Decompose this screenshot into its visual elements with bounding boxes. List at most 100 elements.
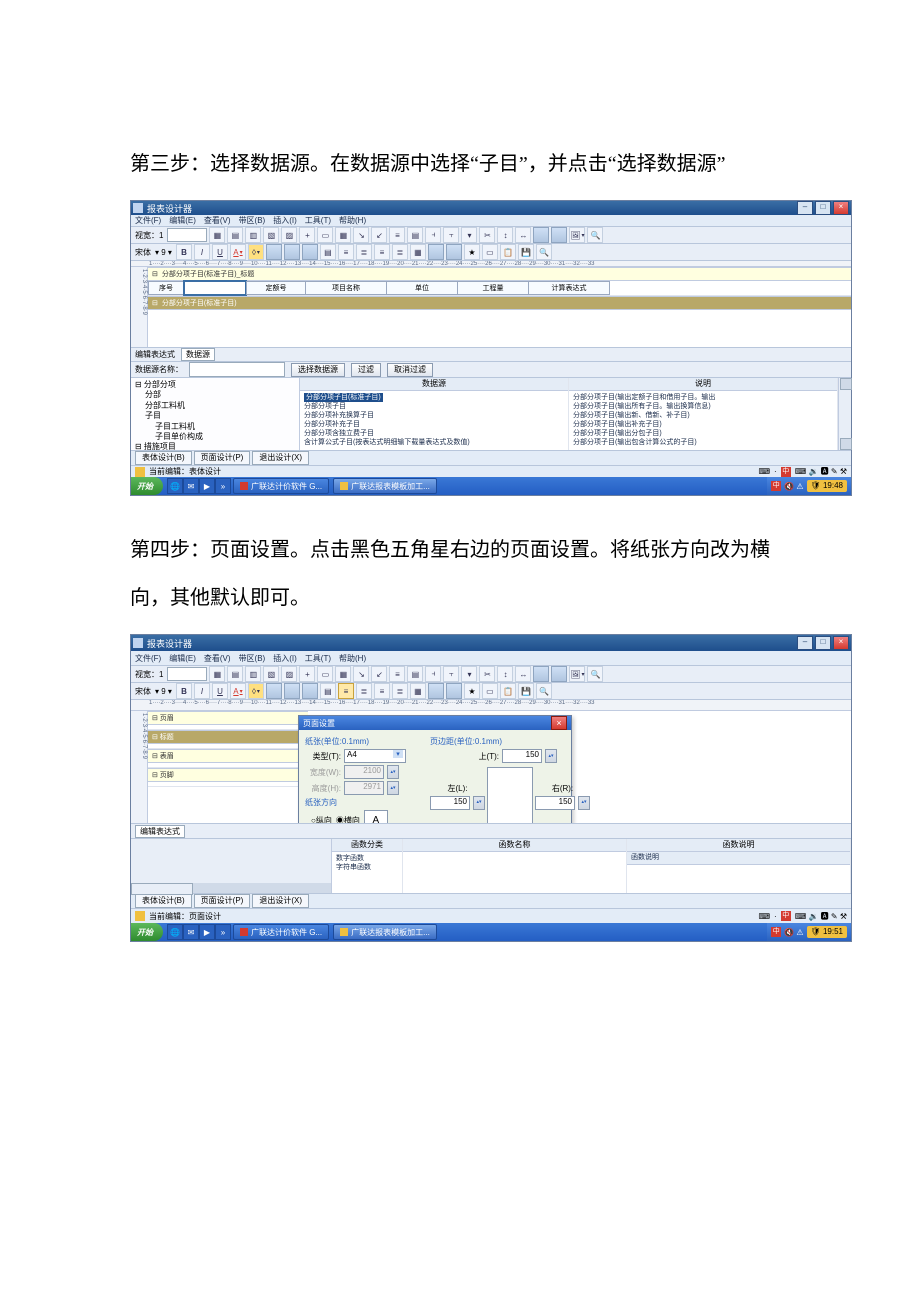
menu-view[interactable]: 查看(V) [204,653,231,664]
tb-btn[interactable]: ▧ [263,666,279,682]
ds-name-input[interactable] [189,362,285,377]
tb-btn[interactable]: ⫟ [443,666,459,682]
tb-btn[interactable]: 🔍 [536,244,552,260]
font-size[interactable]: ▾ 9 ▾ [155,687,172,696]
tb-btn[interactable]: ▦ [209,666,225,682]
function-left-pane[interactable] [131,839,332,893]
ime-icons[interactable]: ⌨ 🔉 🅰 ✎ ⚒ [795,466,847,477]
tree-item[interactable]: 分部工料机 [135,401,295,411]
tb-btn[interactable]: ▥ [245,227,261,243]
tb-btn[interactable] [551,666,567,682]
system-tray[interactable]: 中 🔇 ⚠ 🛡 19:48 [767,477,851,495]
italic-button[interactable]: I [194,683,210,699]
ds-item[interactable]: 含计算公式子目(按表达式明细输下载量表达式及数值) [304,438,564,447]
italic-button[interactable]: I [194,244,210,260]
tb-btn[interactable] [302,244,318,260]
ds-item[interactable]: 分部分项子目(标准子目) [304,393,564,402]
tray-icons[interactable]: 🔇 ⚠ [784,928,803,937]
menu-edit[interactable]: 编辑(E) [169,653,196,664]
preview-icon[interactable]: 🔍 [587,666,603,682]
tb-btn[interactable]: ▤ [407,666,423,682]
tb-btn[interactable] [266,244,282,260]
datasource-tree[interactable]: ⊟ 分部分项分部分部工料机子目子目工料机子目单价构成⊟ 措施项目措施标题措施 [131,378,300,450]
tb-btn[interactable]: ▾ [461,227,477,243]
tb-btn[interactable]: ✂ [479,227,495,243]
font-name[interactable]: 宋体 [135,686,151,697]
titlebar[interactable]: 报表设计器 – □ × [131,635,851,651]
minimize-button[interactable]: – [797,636,813,650]
design-canvas[interactable]: ⊟ 分部分项子目(标准子目)_标题 序号定额号项目名称单位工程量计算表达式 ⊟ … [148,267,851,347]
minimize-button[interactable]: – [797,201,813,215]
close-button[interactable]: × [833,636,849,650]
tb-btn[interactable]: ↙ [371,666,387,682]
insert-image-icon[interactable]: 🖼 [569,227,585,243]
tb-btn[interactable]: + [299,227,315,243]
tb-btn[interactable]: ≡ [389,227,405,243]
tray-ime-icon[interactable]: 中 [771,927,781,937]
tb-btn[interactable]: 💾 [518,683,534,699]
zoom-combo[interactable] [167,228,207,242]
band-header-detail[interactable]: ⊟ 分部分项子目(标准子目) [148,296,851,310]
tab-page-design[interactable]: 页面设计(P) [194,894,251,908]
band-title[interactable]: ⊟ 标题 [148,730,308,744]
align-left-button[interactable]: ≡ [338,244,354,260]
scrollbar[interactable] [838,378,851,450]
tb-btn[interactable]: ▾ [461,666,477,682]
quick-launch-icon[interactable]: ✉ [183,924,199,940]
tb-btn[interactable] [266,683,282,699]
ds-col-name-body[interactable]: 分部分项子目(标准子目)分部分项子目分部分项补充换算子目分部分项补充子目分部分项… [300,391,568,450]
lang-bar-icon[interactable]: ⌨ [759,912,771,921]
margin-top-input[interactable]: 150 [502,749,542,763]
ds-item[interactable]: 分部分项含独立费子目 [304,429,564,438]
tray-clock[interactable]: 🛡 19:51 [807,926,847,938]
task-item-2[interactable]: 广联达报表模板加工... [333,924,437,940]
tb-btn[interactable]: ↕ [497,666,513,682]
tb-btn[interactable] [533,227,549,243]
tb-btn[interactable] [302,683,318,699]
margin-left-input[interactable]: 150 [430,796,470,810]
tb-btn[interactable]: ⫟ [443,227,459,243]
tray-ime-icon[interactable]: 中 [771,481,781,491]
menu-insert[interactable]: 插入(I) [273,215,297,226]
col-seq[interactable]: 序号 [148,281,184,295]
tb-btn[interactable] [428,244,444,260]
tree-item[interactable]: 子目单价构成 [135,432,295,442]
bold-button[interactable]: B [176,683,192,699]
tb-btn[interactable]: ▦ [410,683,426,699]
tab-body-design[interactable]: 表体设计(B) [135,451,192,465]
task-item-1[interactable]: 广联达计价软件 G... [233,478,329,494]
star-button[interactable]: ★ [464,244,480,260]
align-right-button[interactable]: ≡ [374,683,390,699]
tb-btn[interactable]: ✂ [479,666,495,682]
col-name[interactable]: 项目名称 [305,281,387,295]
clear-filter-button[interactable]: 取消过滤 [387,363,433,377]
start-button[interactable]: 开始 [131,923,163,941]
col-qty[interactable]: 工程量 [457,281,529,295]
maximize-button[interactable]: □ [815,636,831,650]
menu-tools[interactable]: 工具(T) [305,215,331,226]
col-code[interactable]: 定额号 [246,281,306,295]
band-page-header[interactable]: ⊟ 页眉 [148,711,308,725]
fill-color-button[interactable]: ◊ [248,244,264,260]
tree-item[interactable]: 分部 [135,390,295,400]
design-canvas[interactable]: ⊟ 页眉⊟ 标题⊟ 表眉⊟ 页脚 [148,711,308,787]
align-center-button[interactable]: ≣ [356,683,372,699]
col-unit[interactable]: 单位 [386,281,458,295]
star-button[interactable]: ★ [464,683,480,699]
tb-btn[interactable]: ▥ [245,666,261,682]
menu-tools[interactable]: 工具(T) [305,653,331,664]
align-right-button[interactable]: ≡ [374,244,390,260]
paper-type-select[interactable]: A4 [344,749,406,763]
bold-button[interactable]: B [176,244,192,260]
font-color-button[interactable]: A [230,244,246,260]
underline-button[interactable]: U [212,244,228,260]
menu-help[interactable]: 帮助(H) [339,653,366,664]
tb-btn[interactable]: ▦ [410,244,426,260]
quick-launch-icon[interactable]: ▶ [199,478,215,494]
tree-item[interactable]: ⊟ 措施项目 [135,442,295,450]
tb-btn[interactable]: ▦ [335,666,351,682]
tb-btn[interactable]: ▭ [317,227,333,243]
tb-btn[interactable]: ▦ [209,227,225,243]
tab-exit-design[interactable]: 退出设计(X) [252,451,309,465]
dialog-close-button[interactable]: × [551,716,567,730]
